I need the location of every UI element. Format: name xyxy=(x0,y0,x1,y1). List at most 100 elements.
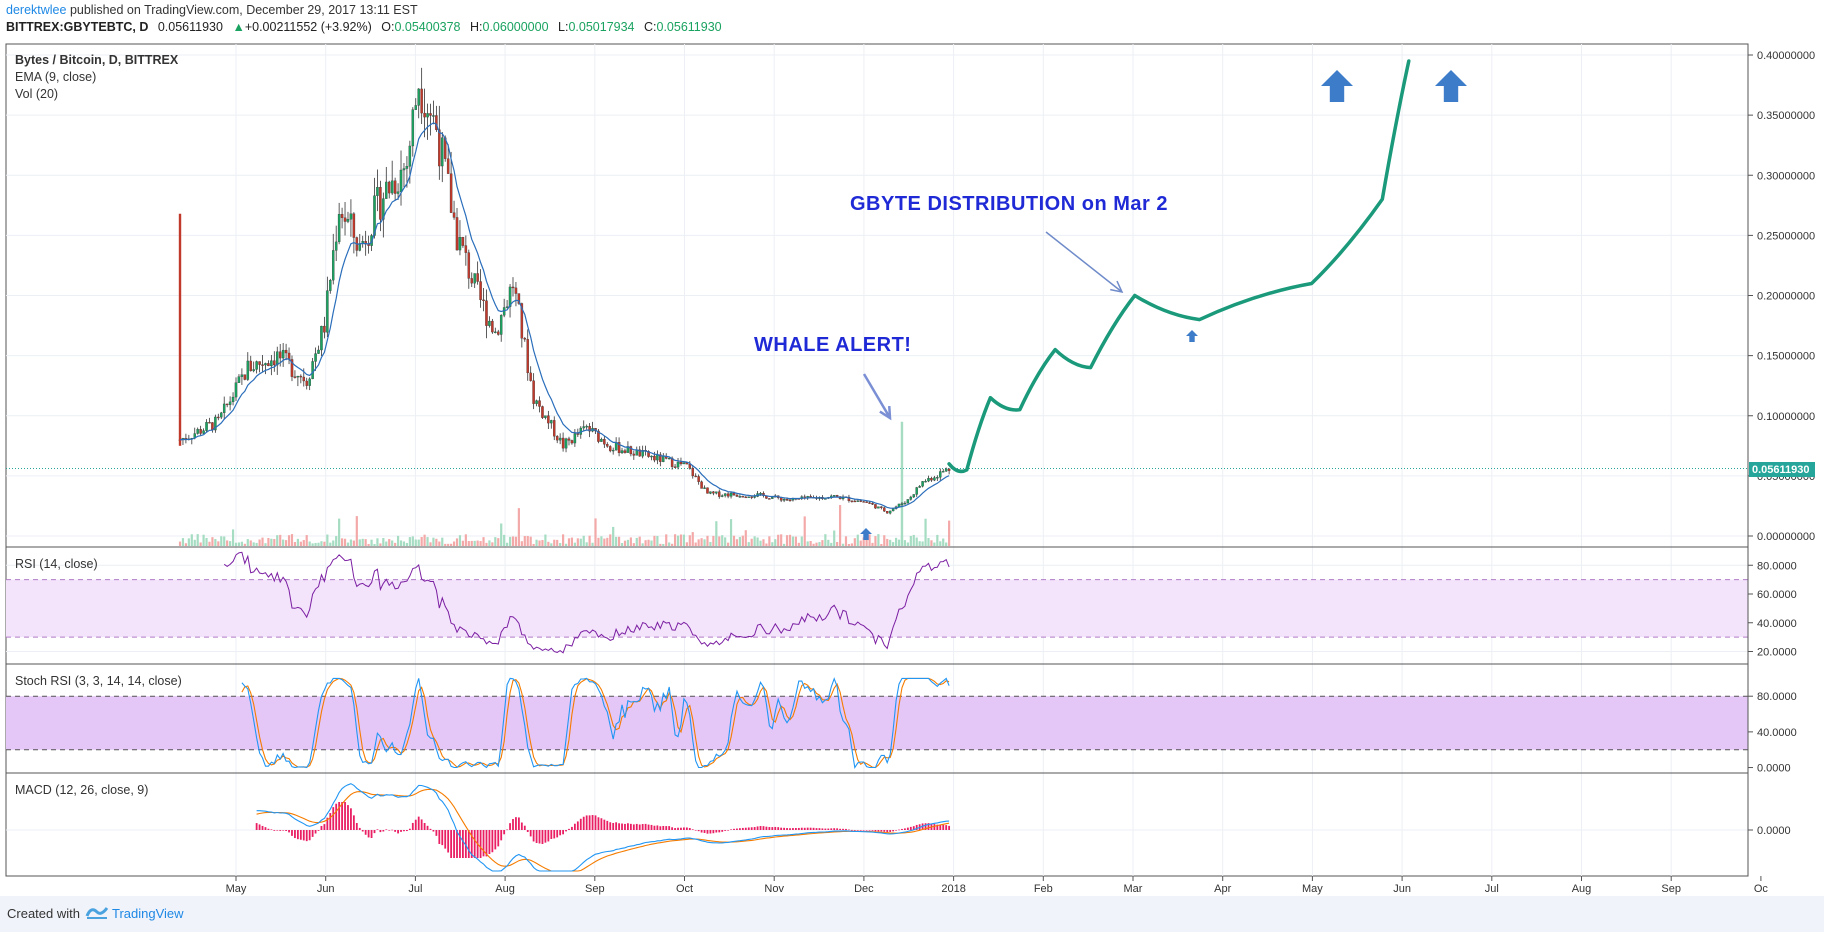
macd-histogram-bar xyxy=(697,830,700,832)
volume-bar xyxy=(243,543,246,546)
macd-histogram-bar xyxy=(715,830,718,833)
macd-histogram-bar xyxy=(830,828,833,830)
macd-histogram-bar xyxy=(509,823,511,830)
macd-histogram-bar xyxy=(594,815,597,830)
time-axis: May Jun Jul Aug Sep Oct Nov Dec 2018 Feb Mar Apr May… xyxy=(226,876,1768,895)
macd-histogram-bar xyxy=(556,830,559,838)
macd-histogram-bar xyxy=(665,826,668,830)
rsi-tick-label: 20.0000 xyxy=(1757,647,1797,659)
candle-body xyxy=(390,180,394,194)
macd-histogram-bar xyxy=(871,830,874,831)
volume-bar xyxy=(473,540,476,546)
candle-body xyxy=(485,300,488,326)
macd-histogram-bar xyxy=(644,823,647,830)
volume-bar xyxy=(906,542,909,546)
macd-histogram-bar xyxy=(809,827,812,830)
macd-histogram-bar xyxy=(585,815,588,830)
chart-area[interactable]: 0.40000000 0.35000000 0.30000000 0.25000000… xyxy=(0,0,1824,896)
candle-body xyxy=(214,416,217,431)
candle-body xyxy=(352,213,356,238)
volume-bar xyxy=(329,542,332,546)
candle-body xyxy=(517,293,521,304)
macd-histogram-bar xyxy=(459,830,461,858)
macd-histogram-bar xyxy=(812,827,815,830)
tradingview-link[interactable]: TradingView xyxy=(112,906,184,921)
macd-histogram-bar xyxy=(538,830,541,844)
macd-histogram-bar xyxy=(523,825,526,830)
time-tick-label: Jul xyxy=(1485,883,1499,895)
candle-body xyxy=(744,496,748,499)
candle-body xyxy=(237,376,241,383)
volume-bar xyxy=(638,536,641,546)
candle-body xyxy=(178,213,182,446)
volume-bar xyxy=(391,540,394,546)
volume-bar xyxy=(818,542,821,546)
macd-histogram-bar xyxy=(656,825,659,830)
macd-histogram-bar xyxy=(868,830,871,831)
candle-body xyxy=(399,169,403,192)
volume-bar xyxy=(364,539,367,546)
macd-histogram-bar xyxy=(756,826,759,830)
volume-bar xyxy=(729,519,733,546)
volume-bar xyxy=(485,542,488,546)
macd-histogram-bar xyxy=(273,830,276,831)
macd-histogram-bar xyxy=(815,828,818,830)
volume-bar xyxy=(806,541,809,546)
macd-histogram-bar xyxy=(842,828,844,830)
volume-bar xyxy=(246,539,249,546)
volume-bar xyxy=(355,516,358,546)
candle-body xyxy=(927,478,930,482)
candle-body xyxy=(402,168,406,171)
volume-bar xyxy=(824,534,827,546)
candle-body xyxy=(482,299,485,302)
volume-bar xyxy=(576,538,579,546)
volume-bar xyxy=(332,540,335,546)
macd-histogram-bar xyxy=(650,824,653,830)
candle-body xyxy=(703,487,706,489)
candle-body xyxy=(508,286,512,307)
candle-body xyxy=(641,450,644,457)
candle-body xyxy=(323,325,326,333)
macd-histogram-bar xyxy=(512,819,514,830)
candle-body xyxy=(709,491,712,494)
volume-bar xyxy=(897,539,901,546)
volume-bar xyxy=(650,540,653,546)
volume-bar xyxy=(871,542,874,546)
candle-body xyxy=(853,500,857,503)
candle-body xyxy=(608,446,612,452)
candle-body xyxy=(750,496,753,498)
volume-bar xyxy=(673,534,677,546)
candle-body xyxy=(535,400,538,404)
open-value: 0.05400378 xyxy=(394,20,461,34)
volume-bar xyxy=(889,539,892,546)
volume-bar xyxy=(231,529,235,546)
macd-histogram-bar xyxy=(438,830,441,844)
volume-bar xyxy=(612,526,615,546)
macd-histogram-bar xyxy=(479,830,482,858)
macd-histogram-bar xyxy=(895,830,897,831)
macd-histogram-bar xyxy=(488,830,491,854)
volume-bar xyxy=(520,541,523,546)
volume-bar xyxy=(783,543,786,546)
candle-body xyxy=(785,498,789,501)
candle-body xyxy=(270,360,273,367)
volume-bar xyxy=(488,540,491,546)
macd-histogram-bar xyxy=(544,830,547,843)
chart-frame xyxy=(5,43,1749,877)
candle-body xyxy=(458,237,462,251)
volume-bar xyxy=(335,536,338,546)
symbol-info: BITTREX:GBYTEBTC, D 0.05611930 ▲+0.00211… xyxy=(6,20,722,34)
macd-histogram-bar xyxy=(641,824,644,830)
volume-bar xyxy=(452,541,456,546)
candle-body xyxy=(738,496,742,498)
volume-bar xyxy=(685,542,688,546)
candle-body xyxy=(382,198,385,220)
macd-histogram-bar xyxy=(609,822,612,830)
author-link[interactable]: derektwlee xyxy=(6,3,67,17)
volume-bar xyxy=(635,537,638,546)
volume-bar xyxy=(517,508,520,546)
rsi-tick-label: 40.0000 xyxy=(1757,618,1797,630)
time-tick-label: Aug xyxy=(1572,883,1592,895)
candle-body xyxy=(673,466,677,468)
candle-body xyxy=(682,462,686,465)
